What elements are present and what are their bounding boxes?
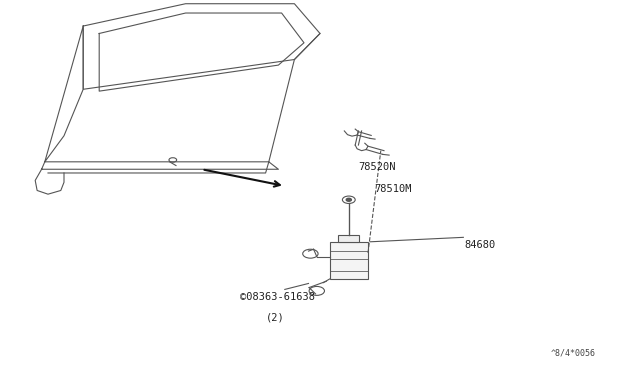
Bar bbox=[330, 242, 368, 279]
Text: ^8/4*0056: ^8/4*0056 bbox=[550, 349, 595, 358]
Text: ©08363-61638: ©08363-61638 bbox=[240, 292, 315, 302]
Text: (2): (2) bbox=[266, 312, 284, 323]
Text: 78510M: 78510M bbox=[374, 184, 412, 194]
Text: 84680: 84680 bbox=[464, 240, 495, 250]
Text: 78520N: 78520N bbox=[358, 162, 396, 172]
Bar bbox=[339, 235, 360, 242]
Circle shape bbox=[346, 198, 351, 201]
